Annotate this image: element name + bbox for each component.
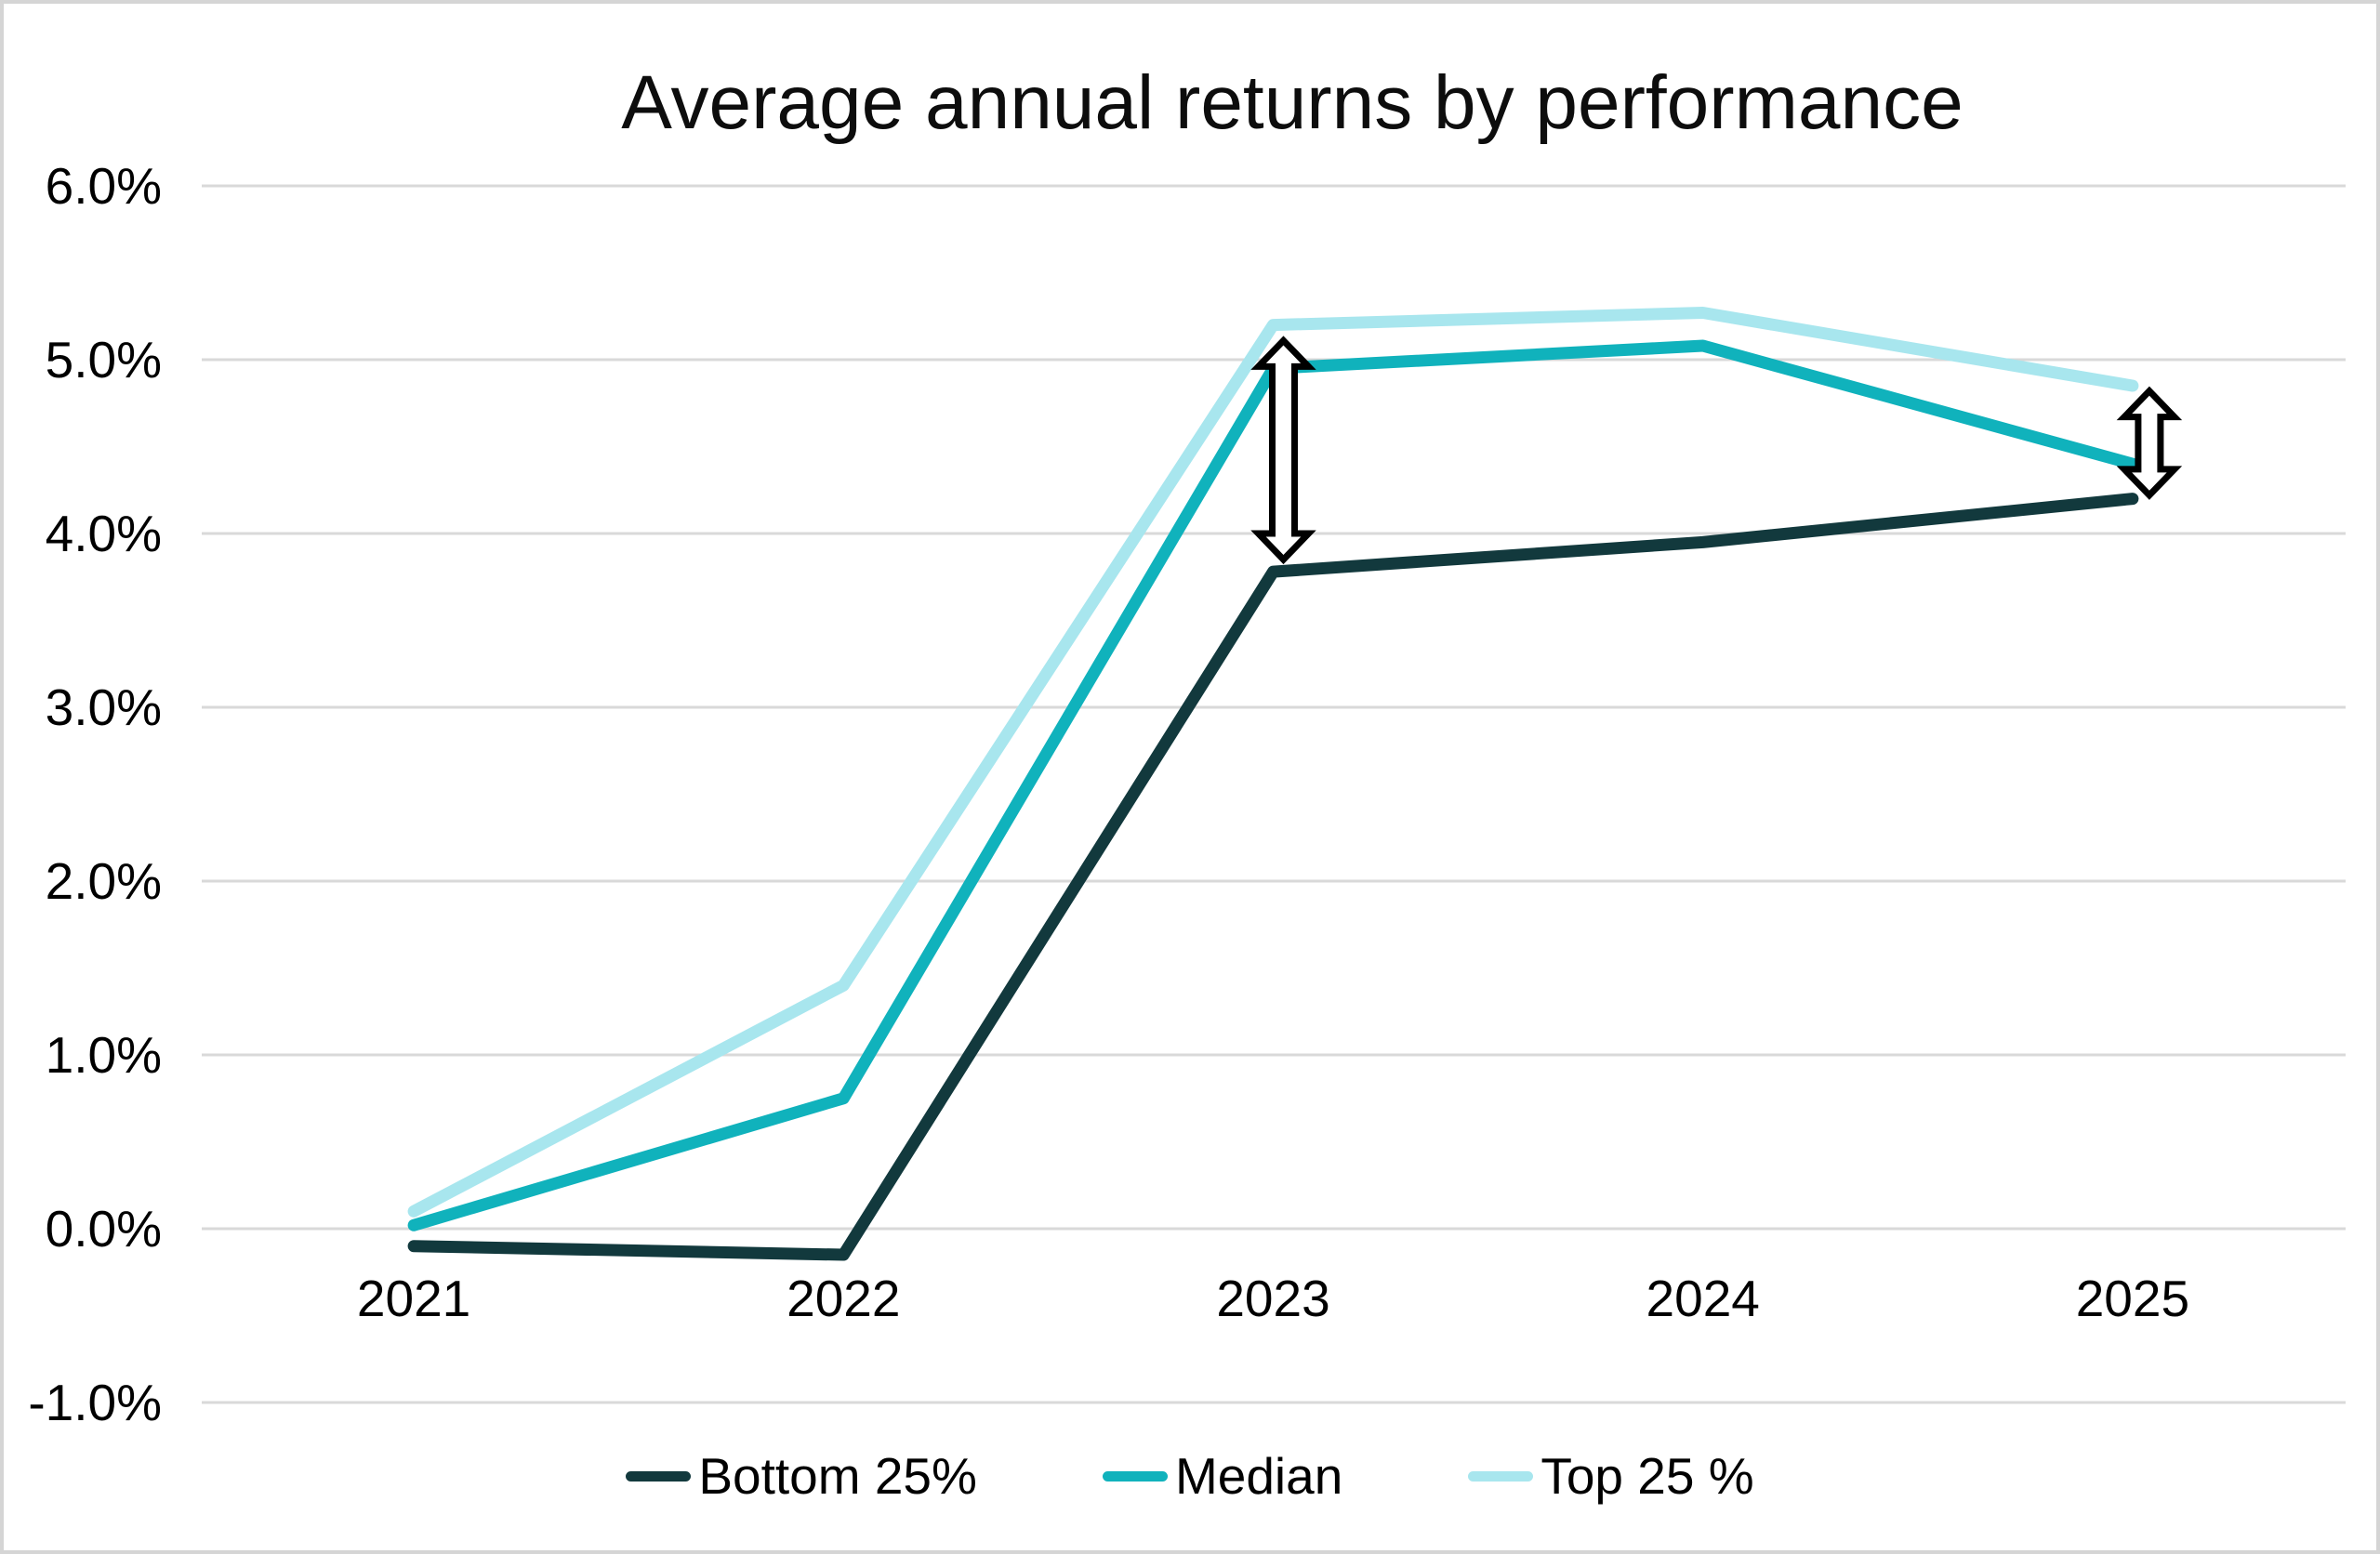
y-axis-tick-label: 6.0% — [46, 157, 162, 215]
legend-swatch-median — [1102, 1470, 1168, 1482]
x-axis-tick-label: 2022 — [787, 1270, 900, 1327]
y-axis-tick-label: 3.0% — [46, 678, 162, 736]
series-line-top-25 — [407, 307, 2139, 1218]
legend-label-bottom-25: Bottom 25% — [698, 1447, 977, 1505]
legend-item-bottom-25: Bottom 25% — [626, 1446, 977, 1506]
legend-label-median: Median — [1174, 1447, 1343, 1505]
y-axis-tick-label: 5.0% — [46, 331, 162, 388]
legend: Bottom 25% Median Top 25 % — [4, 1446, 2376, 1506]
x-axis-labels-group: 2021 2022 2023 2024 2025 — [357, 1270, 2189, 1327]
x-axis-tick-label: 2023 — [1216, 1270, 1329, 1327]
chart-title: Average annual returns by performance — [621, 60, 1964, 145]
x-axis-tick-label: 2025 — [2076, 1270, 2189, 1327]
y-axis-tick-label: 0.0% — [46, 1200, 162, 1258]
legend-item-median: Median — [1102, 1446, 1343, 1506]
y-axis-tick-label: 4.0% — [46, 505, 162, 562]
x-axis-tick-label: 2021 — [357, 1270, 470, 1327]
annotations-group — [1250, 336, 2183, 565]
plot-area: 6.0%5.0%4.0%3.0%2.0%1.0%0.0%-1.0% 2021 20… — [28, 157, 2346, 1431]
spread-arrow-2025 — [2116, 386, 2183, 500]
legend-item-top-25: Top 25 % — [1468, 1446, 1754, 1506]
legend-swatch-top-25 — [1468, 1470, 1534, 1482]
y-axis-tick-label: 2.0% — [46, 852, 162, 910]
legend-label-top-25: Top 25 % — [1540, 1447, 1754, 1505]
series-line-bottom-25 — [407, 493, 2139, 1261]
y-axis-tick-label: 1.0% — [46, 1026, 162, 1084]
legend-swatch-bottom-25 — [626, 1470, 692, 1482]
y-axis-labels-group: 6.0% 5.0% 4.0% 3.0% 2.0% 1.0% 0.0% -1.0% — [28, 157, 162, 1431]
spread-arrow-2023 — [1250, 336, 1316, 565]
y-axis-tick-label: -1.0% — [28, 1374, 162, 1431]
x-axis-tick-label: 2024 — [1646, 1270, 1760, 1327]
